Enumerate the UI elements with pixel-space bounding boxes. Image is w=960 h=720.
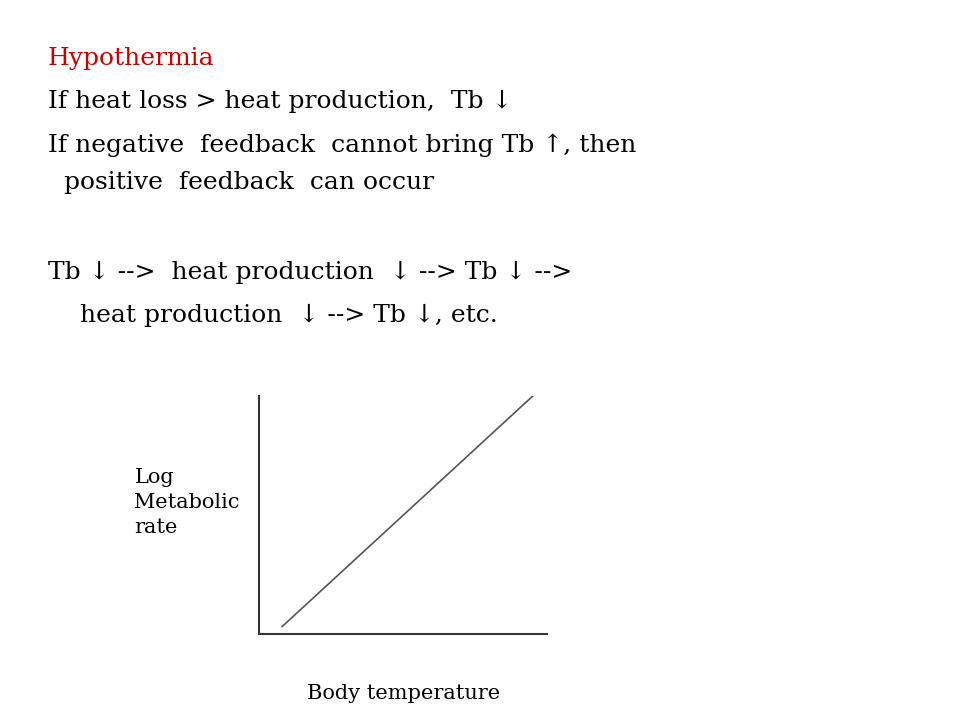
- Text: positive  feedback  can occur: positive feedback can occur: [48, 171, 434, 194]
- Text: Body temperature: Body temperature: [306, 684, 500, 703]
- Text: heat production  ↓ --> Tb ↓, etc.: heat production ↓ --> Tb ↓, etc.: [48, 304, 497, 327]
- Text: Log
Metabolic
rate: Log Metabolic rate: [134, 469, 240, 537]
- Text: If negative  feedback  cannot bring Tb ↑, then: If negative feedback cannot bring Tb ↑, …: [48, 133, 636, 157]
- Text: Hypothermia: Hypothermia: [48, 47, 215, 70]
- Text: Tb ↓ -->  heat production  ↓ --> Tb ↓ -->: Tb ↓ --> heat production ↓ --> Tb ↓ -->: [48, 261, 572, 284]
- Text: If heat loss > heat production,  Tb ↓: If heat loss > heat production, Tb ↓: [48, 90, 513, 113]
